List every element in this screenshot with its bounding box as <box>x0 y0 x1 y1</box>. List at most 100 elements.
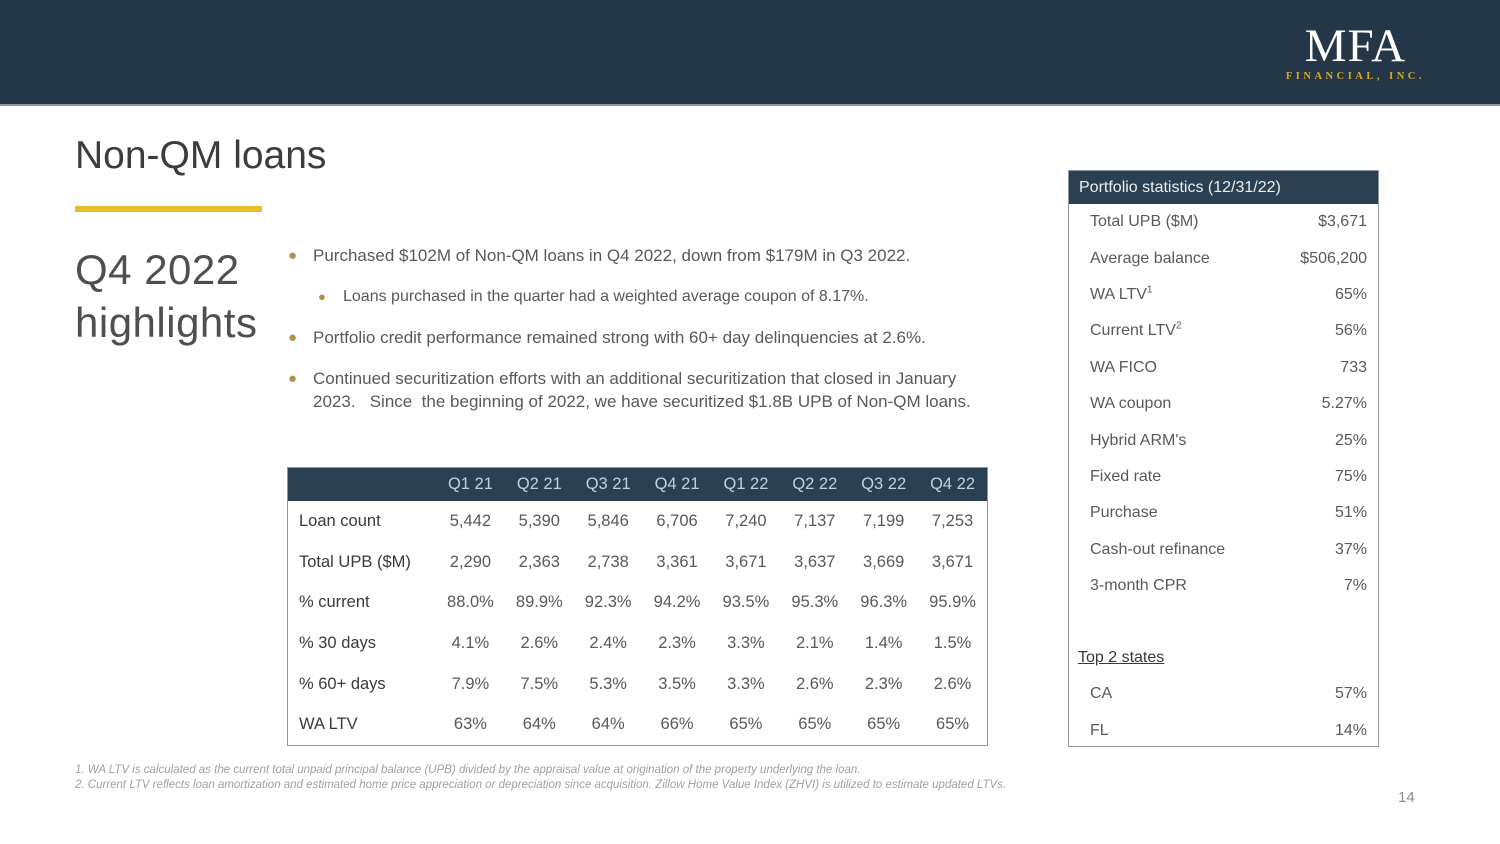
table-cell: 6,706 <box>656 511 698 530</box>
table-cell: 5,846 <box>587 511 629 530</box>
stats-row-value: 733 <box>1340 358 1367 376</box>
logo-subtitle: FINANCIAL, INC. <box>1285 71 1425 82</box>
table-header-cell: Q2 21 <box>516 475 562 493</box>
bullet-text: Purchased $102M of Non-QM loans in Q4 20… <box>313 246 911 265</box>
top-states-label: Top 2 states <box>1078 649 1165 667</box>
table-cell: 92.3% <box>584 593 632 612</box>
stats-row-label: FL <box>1090 721 1109 739</box>
table-cell: 65% <box>867 715 901 734</box>
portfolio-stats-panel: Portfolio statistics (12/31/22) Total UP… <box>1068 170 1379 747</box>
table-row: WA LTV 63% 64% 64% 66% 65% 65% 65% 65% <box>288 704 987 745</box>
table-cell: 5,442 <box>449 511 492 530</box>
table-cell: 2.4% <box>589 633 627 652</box>
table-row-label: WA LTV <box>299 715 358 734</box>
bullet-text: Continued securitization efforts with an… <box>313 369 971 411</box>
table-cell: 5,390 <box>518 511 560 530</box>
stats-row-value: 7% <box>1343 577 1367 595</box>
stats-row: Cash-out refinance 37% <box>1069 532 1378 568</box>
footnote-2: 2. Current LTV reflects loan amortizatio… <box>75 779 1007 791</box>
table-header-cell: Q1 22 <box>723 475 769 493</box>
stats-row-value: 5.27% <box>1321 395 1367 413</box>
bullet-item: ● Portfolio credit performance remained … <box>288 326 996 349</box>
table-cell: 7,253 <box>931 511 974 530</box>
stats-row-value: 14% <box>1334 721 1367 739</box>
bullet-icon: ● <box>318 289 326 304</box>
stats-panel-title: Portfolio statistics (12/31/22) <box>1069 171 1378 204</box>
stats-row-value: $3,671 <box>1318 213 1367 231</box>
table-header-cell: Q3 22 <box>861 475 907 493</box>
table-row: Total UPB ($M) 2,290 2,363 2,738 3,361 3,671 3… <box>288 542 987 583</box>
table-header-cell: Q4 21 <box>654 475 700 493</box>
table-cell: 3,669 <box>863 552 905 571</box>
table-cell: 64% <box>591 715 625 734</box>
stats-row: Total UPB ($M) $3,671 <box>1069 204 1378 240</box>
stats-row: WA FICO 733 <box>1069 350 1378 386</box>
table-cell: 3.3% <box>727 674 765 693</box>
table-cell: 64% <box>522 715 556 734</box>
stats-row-label: Purchase <box>1090 504 1158 522</box>
section-heading-line2: highlights <box>75 299 258 346</box>
table-cell: 3,637 <box>794 552 836 571</box>
table-row: % 30 days 4.1% 2.6% 2.4% 2.3% 3.3% 2.1% 1.4% 1.5… <box>288 623 987 664</box>
quarterly-metrics-table: Q1 21 Q2 21 Q3 21 Q4 21 Q1 22 Q2 22 Q3 22 Q4 22… <box>287 467 988 747</box>
table-header-cell: Q4 22 <box>930 475 976 493</box>
stats-row-label: CA <box>1090 685 1113 703</box>
table-cell: 88.0% <box>447 593 494 612</box>
table-cell: 2,363 <box>518 552 560 571</box>
table-header-cell: Q3 21 <box>585 475 631 493</box>
table-cell: 7.9% <box>451 674 490 693</box>
table-header-cell: Q2 22 <box>792 475 838 493</box>
stats-row: WA coupon 5.27% <box>1069 386 1378 422</box>
table-cell: 2,738 <box>587 552 629 571</box>
table-row-label: % current <box>299 593 370 612</box>
table-cell: 3,361 <box>656 552 698 571</box>
stats-row: Purchase 51% <box>1069 495 1378 531</box>
stats-spacer <box>1069 604 1378 640</box>
table-header-row: Q1 21 Q2 21 Q3 21 Q4 21 Q1 22 Q2 22 Q3 22 Q4 22 <box>288 468 987 501</box>
table-cell: 1.4% <box>864 633 903 652</box>
stats-row-value: 37% <box>1334 540 1367 558</box>
table-cell: 63% <box>453 715 487 734</box>
stats-row: Hybrid ARM's 25% <box>1069 422 1378 458</box>
table-cell: 94.2% <box>653 593 701 612</box>
table-cell: 2.6% <box>520 633 559 652</box>
table-row-label: % 60+ days <box>299 674 386 693</box>
stats-row-label: WA LTV1 <box>1090 284 1153 303</box>
table-cell: 4.1% <box>451 633 490 652</box>
table-cell: 65% <box>936 715 970 734</box>
stats-row-label: Total UPB ($M) <box>1090 213 1199 231</box>
footnotes: 1. WA LTV is calculated as the current t… <box>75 763 1075 793</box>
bullet-icon: ● <box>288 247 298 264</box>
stats-panel-body: Total UPB ($M) $3,671 Average balance $506,… <box>1069 204 1378 749</box>
bullet-item: ● Continued securitization efforts with … <box>288 367 996 413</box>
table-cell: 65% <box>729 715 763 734</box>
stats-row-label: Fixed rate <box>1090 467 1162 485</box>
table-cell: 5.3% <box>589 674 627 693</box>
stats-row-label: WA FICO <box>1090 358 1157 376</box>
table-cell: 65% <box>798 715 832 734</box>
table-cell: 93.5% <box>722 593 770 612</box>
stats-row: CA 57% <box>1069 676 1378 712</box>
section-heading-line1: Q4 2022 <box>75 246 240 293</box>
table-cell: 2.1% <box>796 633 834 652</box>
stats-row-value: 57% <box>1334 685 1367 703</box>
stats-row-value: $506,200 <box>1300 249 1367 267</box>
table-cell: 2.6% <box>796 674 834 693</box>
table-row: Loan count 5,442 5,390 5,846 6,706 7,240 7,137… <box>288 501 987 542</box>
table-cell: 7,240 <box>725 511 767 530</box>
table-row-label: Loan count <box>299 511 381 530</box>
table-cell: 3,671 <box>725 552 767 571</box>
table-cell: 3.5% <box>658 674 696 693</box>
table-cell: 3,671 <box>931 552 974 571</box>
header-band: MFA FINANCIAL, INC. <box>0 0 1500 106</box>
table-cell: 1.5% <box>933 633 972 652</box>
table-row-label: Total UPB ($M) <box>299 552 411 571</box>
table-cell: 2,290 <box>449 552 492 571</box>
table-cell: 95.9% <box>929 593 976 612</box>
table-row: % current 88.0% 89.9% 92.3% 94.2% 93.5% 95.3% 9… <box>288 582 987 623</box>
bullet-icon: ● <box>288 370 298 387</box>
stats-row-label: Average balance <box>1090 249 1210 267</box>
stats-row-label: Cash-out refinance <box>1090 540 1226 558</box>
table-cell: 96.3% <box>860 593 908 612</box>
